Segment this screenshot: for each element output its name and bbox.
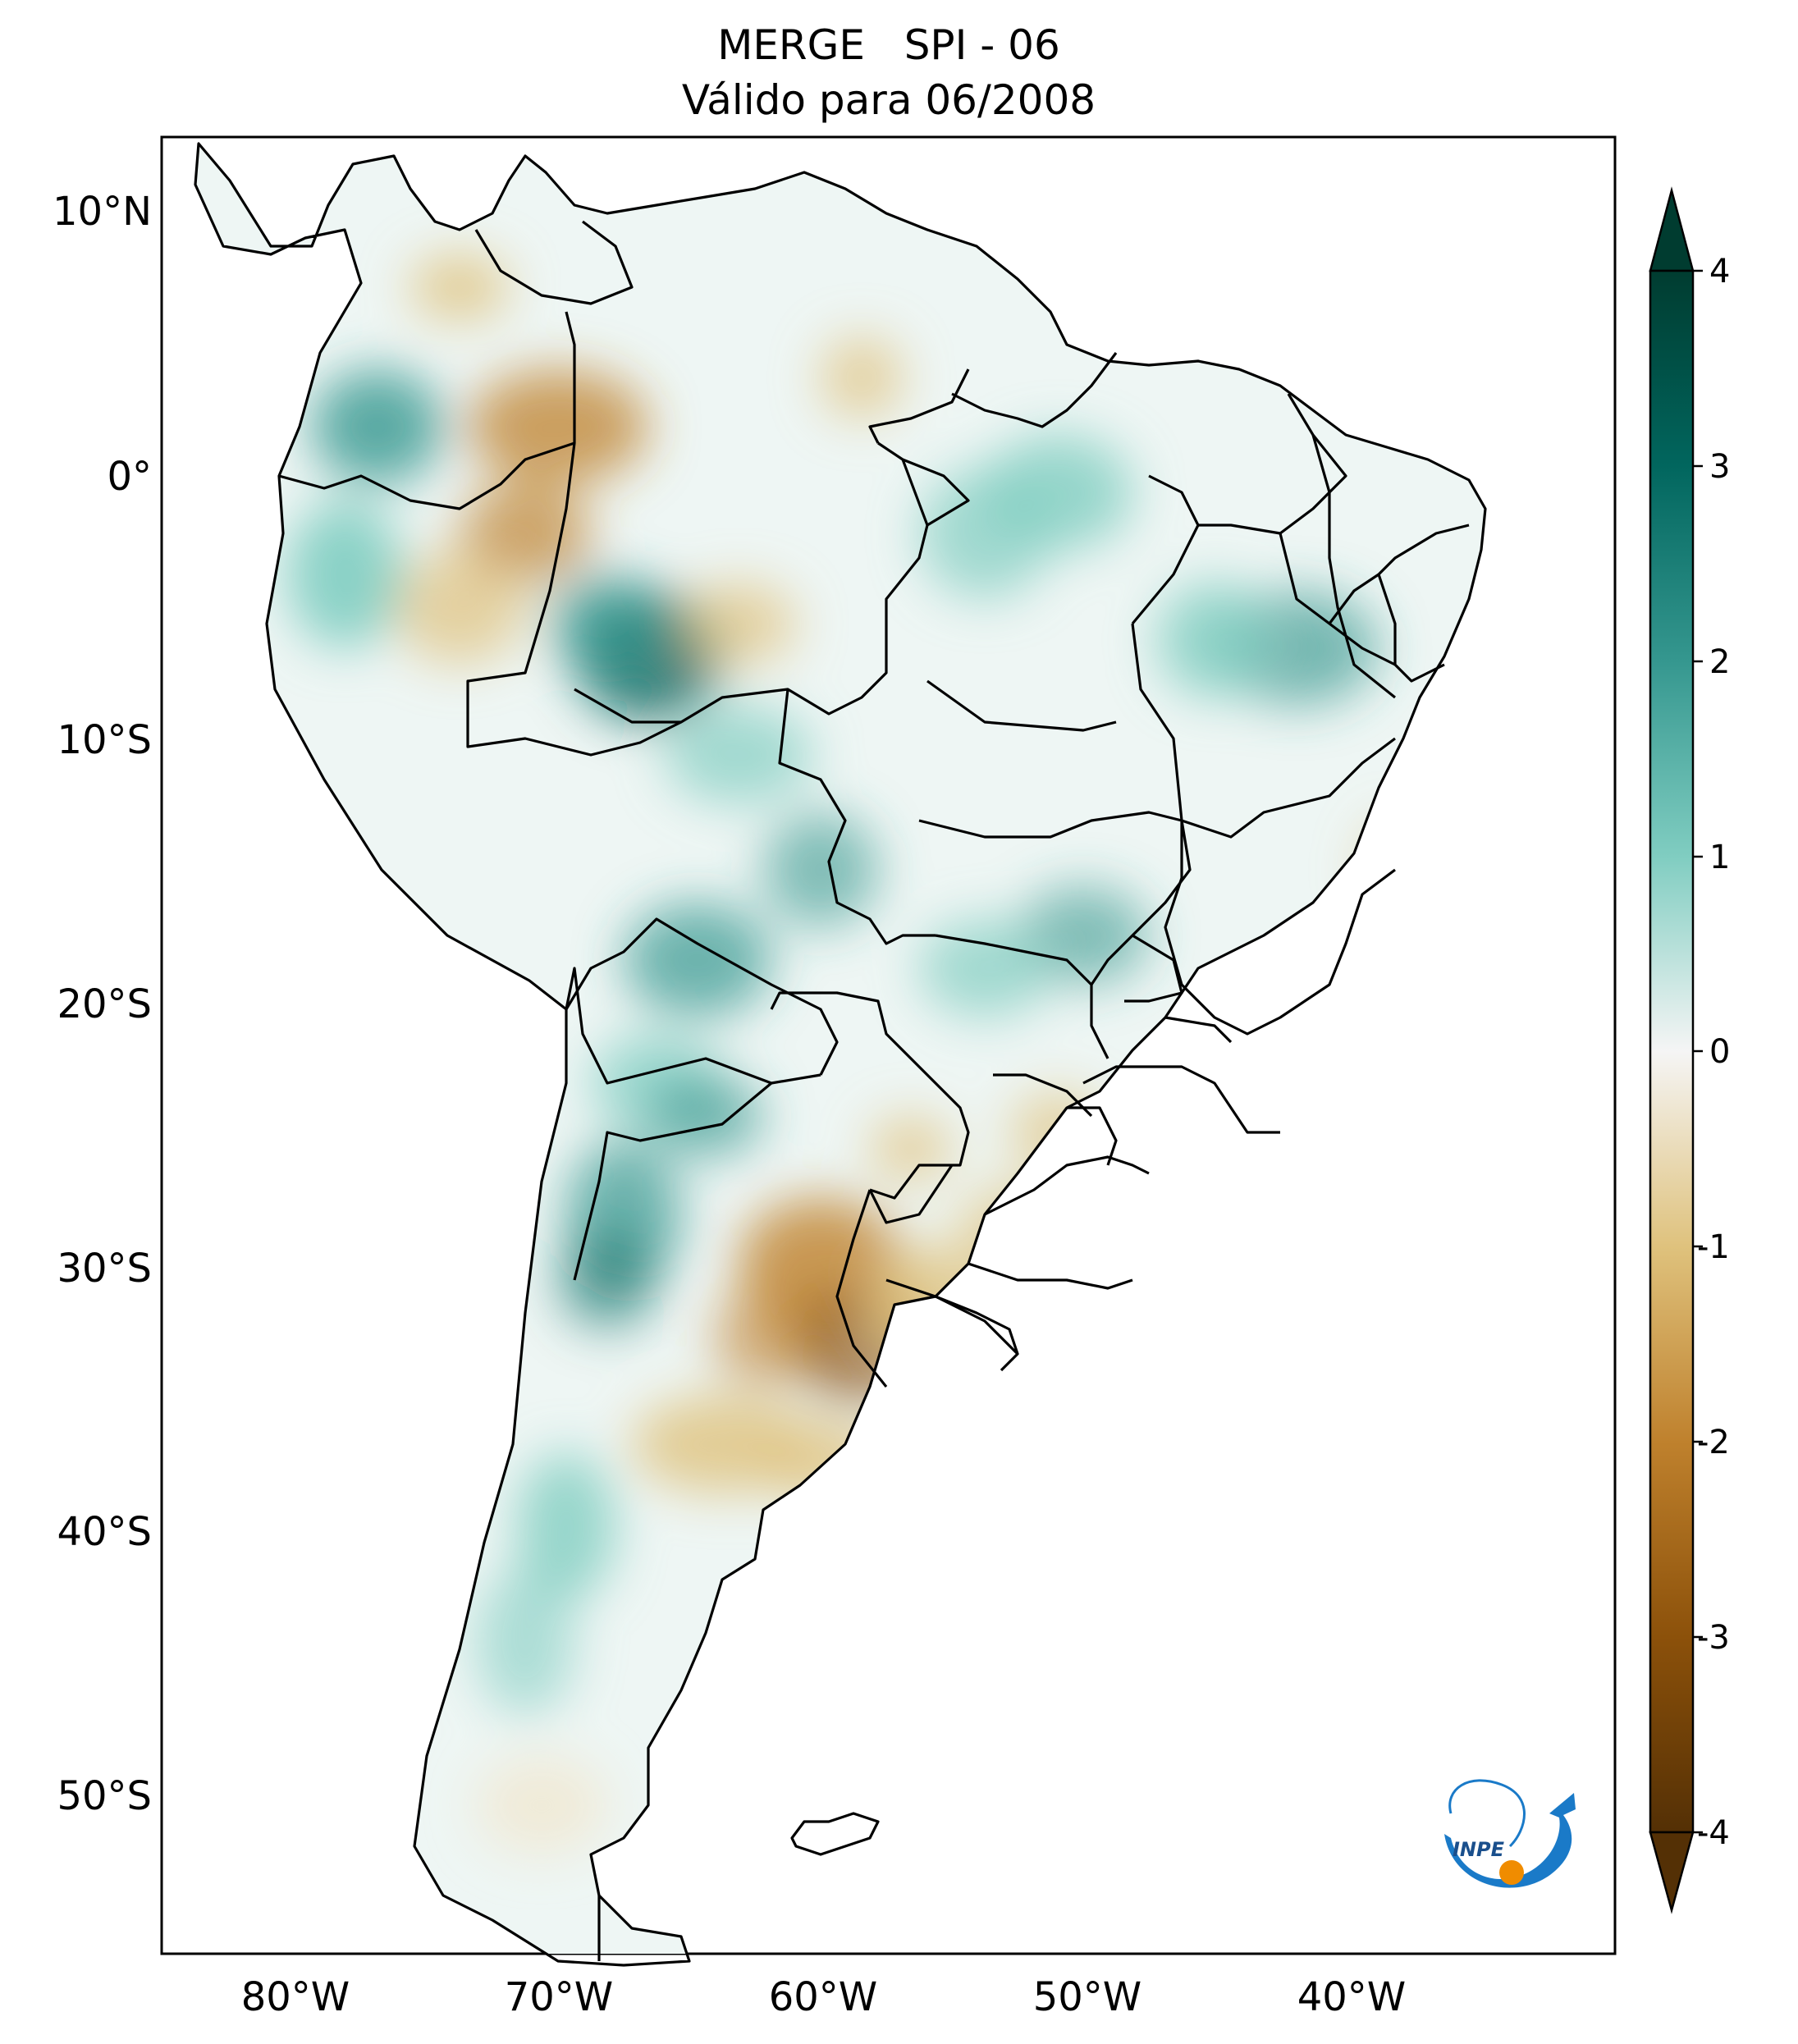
colorbar-tick-label: -1 (1697, 1228, 1730, 1266)
colorbar-tick-label: 2 (1709, 643, 1730, 681)
colorbar-tick-label: -4 (1697, 1814, 1730, 1852)
lat-label: 50°S (57, 1773, 152, 1819)
latitude-labels: 10°N 0° 10°S 20°S 30°S 40°S 50°S (53, 189, 152, 1819)
lon-label: 50°W (1033, 1974, 1142, 2020)
lat-label: 20°S (57, 981, 152, 1027)
colorbar-tick-label: 1 (1709, 839, 1730, 876)
lon-label: 40°W (1297, 1974, 1407, 2020)
lon-label: 70°W (505, 1974, 614, 2020)
inpe-logo: INPE (1444, 1779, 1576, 1888)
colorbar-extend-max (1649, 186, 1695, 272)
inpe-logo-text: INPE (1453, 1838, 1505, 1861)
lat-label: 10°N (53, 189, 152, 235)
map-subtitle: Válido para 06/2008 (681, 76, 1096, 124)
lat-label: 10°S (57, 717, 152, 763)
colorbar-tick-label: 0 (1709, 1033, 1730, 1071)
lon-label: 60°W (769, 1974, 878, 2020)
lat-label: 30°S (57, 1246, 152, 1292)
colorbar-tick-label: 3 (1709, 448, 1730, 486)
colorbar-tick-label: -2 (1697, 1424, 1730, 1461)
colorbar-gradient (1649, 269, 1695, 1834)
colorbar-tick-label: 4 (1709, 253, 1730, 290)
country-borders (194, 142, 1487, 1967)
colorbar: 4 3 2 1 0 -1 -2 -3 -4 (1649, 186, 1730, 1914)
longitude-labels: 80°W 70°W 60°W 50°W 40°W (241, 1974, 1407, 2020)
lon-label: 80°W (241, 1974, 350, 2020)
lat-label: 40°S (57, 1509, 152, 1555)
map-title: MERGE SPI - 06 (717, 21, 1060, 69)
colorbar-extend-min (1649, 1831, 1695, 1914)
lat-label: 0° (107, 454, 152, 500)
colorbar-tick-label: -3 (1697, 1619, 1730, 1657)
